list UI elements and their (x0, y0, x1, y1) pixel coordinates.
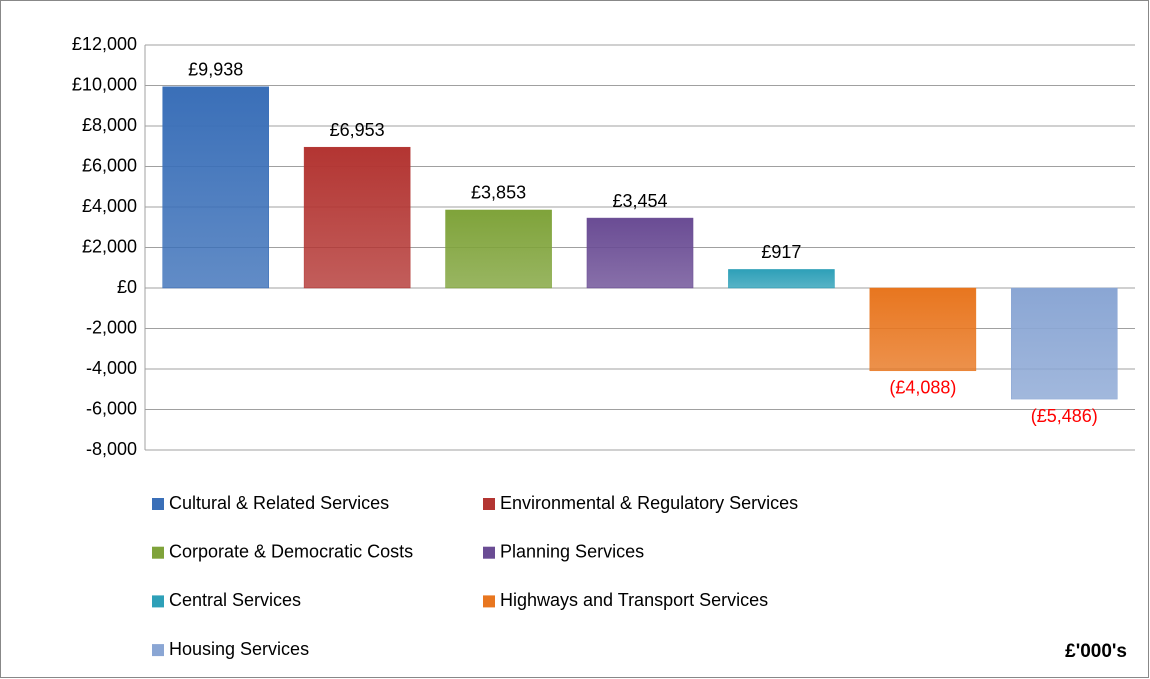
value-label: £6,953 (330, 120, 385, 140)
legend-swatch (152, 644, 164, 657)
y-tick-label: £6,000 (82, 155, 137, 175)
y-tick-label: -2,000 (86, 317, 137, 337)
y-tick-label: £0 (117, 277, 137, 297)
legend-swatch (152, 595, 164, 608)
y-tick-label: £12,000 (72, 34, 137, 54)
value-label: £917 (761, 242, 801, 262)
bar (1011, 287, 1118, 400)
legend-swatch (483, 546, 495, 559)
legend-label: Central Services (169, 590, 301, 610)
legend-label: Planning Services (500, 541, 644, 561)
legend-swatch (483, 498, 495, 510)
y-tick-label: £2,000 (82, 236, 137, 256)
unit-annotation: £'000's (1065, 641, 1127, 662)
legend-swatch (152, 498, 164, 510)
legend-swatch (152, 546, 164, 559)
legend-label: Housing Services (169, 639, 309, 659)
y-tick-label: -6,000 (86, 398, 137, 418)
value-label: £3,454 (612, 191, 667, 211)
value-label: £3,853 (471, 183, 526, 203)
bar (728, 269, 835, 289)
bar (586, 217, 694, 289)
y-tick-label: £4,000 (82, 196, 137, 216)
legend-label: Environmental & Regulatory Services (500, 493, 798, 513)
y-tick-label: £8,000 (82, 115, 137, 135)
legend-label: Highways and Transport Services (500, 590, 768, 610)
y-tick-label: £10,000 (72, 74, 137, 94)
legend-swatch (483, 595, 495, 608)
bar (445, 209, 552, 289)
y-tick-label: -4,000 (86, 358, 137, 378)
legend-label: Cultural & Related Services (169, 493, 389, 513)
legend-label: Corporate & Democratic Costs (169, 541, 413, 561)
value-label: (£5,486) (1031, 406, 1098, 426)
bar (303, 146, 411, 289)
y-tick-label: -8,000 (86, 439, 137, 459)
bar (162, 86, 269, 289)
value-label: (£4,088) (889, 378, 956, 398)
value-label: £9,938 (188, 60, 243, 80)
bar (869, 287, 977, 372)
